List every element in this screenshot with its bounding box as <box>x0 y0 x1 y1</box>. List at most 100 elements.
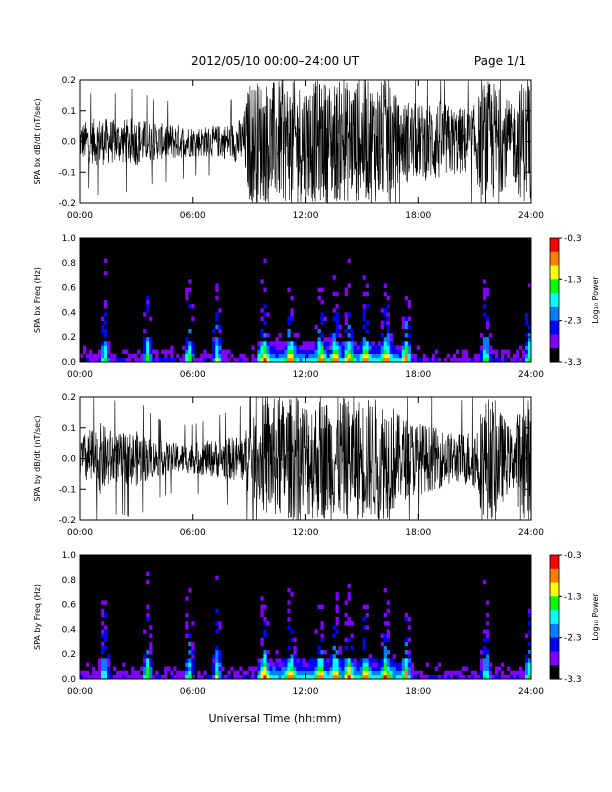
spectrogram-cell <box>386 637 390 643</box>
spectrogram-cell <box>464 349 469 355</box>
spectrogram-cell <box>359 341 363 346</box>
spectrogram-cell <box>410 662 415 667</box>
spectrogram-cell <box>191 316 195 321</box>
spectrogram-cell <box>143 654 147 659</box>
spectrogram-cell <box>227 674 231 680</box>
spectrogram-cell <box>335 592 339 597</box>
spectrogram-cell <box>332 654 336 659</box>
spectrogram-cell <box>521 349 526 355</box>
spectrogram-cell <box>350 341 354 346</box>
spectrogram-cell <box>287 333 291 338</box>
spectrogram-cell <box>215 645 219 651</box>
spectrogram-cell <box>176 670 180 676</box>
spectrogram-cell <box>143 337 147 342</box>
spectrogram-cell <box>290 662 294 667</box>
spectrogram-cell <box>281 666 285 672</box>
spectrogram-cell <box>191 621 195 626</box>
spectrogram-cell <box>104 345 108 350</box>
spectrogram-cell <box>212 654 216 659</box>
spectrogram-cell <box>266 345 270 350</box>
spectrogram-cell <box>161 349 165 355</box>
spectrogram-cell <box>233 674 237 680</box>
spectrogram-cell <box>503 357 508 363</box>
spectrogram-cell <box>185 625 189 630</box>
spectrogram-cell <box>317 349 321 355</box>
spectrogram-cell <box>275 349 279 355</box>
spectrogram-cell <box>386 674 390 680</box>
spectrogram-cell <box>482 637 487 643</box>
spectrogram-cell <box>98 658 102 663</box>
y-tick-label: 0.2 <box>62 333 76 343</box>
spectrogram-cell <box>185 341 189 346</box>
x-tick-label: 06:00 <box>180 687 206 697</box>
spectrogram-cell <box>323 658 327 663</box>
spectrogram-cell <box>290 316 294 321</box>
spectrogram-cell <box>518 670 523 676</box>
spectrogram-cell <box>251 353 255 359</box>
spectrogram-cell <box>518 345 523 350</box>
spectrogram-cell <box>371 670 375 676</box>
y-tick-label: 1.0 <box>62 551 77 561</box>
spectrogram-cell <box>332 666 336 672</box>
spectrogram-cell <box>308 658 312 663</box>
spectrogram-cell <box>119 674 123 680</box>
spectrogram-cell <box>338 349 342 355</box>
spectrogram-cell <box>338 357 342 363</box>
spectrogram-cell <box>503 349 508 355</box>
spectrogram-cell <box>311 345 315 350</box>
spectrogram-cell <box>383 357 387 363</box>
spectrogram-cell <box>353 658 357 663</box>
spectrogram-cell <box>347 596 351 601</box>
spectrogram-cell <box>191 670 195 676</box>
spectrogram-cell <box>338 324 342 330</box>
spectrogram-cell <box>260 353 264 359</box>
spectrogram-cell <box>263 353 267 359</box>
spectrogram-cell <box>116 670 120 676</box>
spectrogram-cell <box>260 357 264 363</box>
spectrogram-cell <box>365 604 369 610</box>
spectrogram-cell <box>149 641 153 647</box>
spectrogram-cell <box>398 674 403 680</box>
y-axis-label: SPA bx dB/dt (nT/sec) <box>33 98 42 184</box>
spectrogram-cell <box>236 670 240 676</box>
spectrogram-cell <box>518 674 523 680</box>
spectrogram-cell <box>212 328 216 334</box>
spectrogram-cell <box>527 612 532 618</box>
colorbar-tick-label: -1.3 <box>564 592 582 602</box>
spectrogram-cell <box>146 662 150 667</box>
spectrogram-cell <box>377 341 381 346</box>
spectrogram-cell <box>335 650 339 655</box>
spectrogram-cell <box>170 670 174 676</box>
spectrogram-cell <box>254 666 258 672</box>
spectrogram-cell <box>242 670 246 676</box>
spectrogram-cell <box>341 658 345 663</box>
spectrogram-cell <box>347 621 351 626</box>
spectrogram-cell <box>80 670 84 676</box>
spectrogram-cell <box>485 612 490 618</box>
spectrogram-cell <box>359 349 363 355</box>
spectrogram-cell <box>377 670 381 676</box>
spectrogram-cell <box>251 674 255 680</box>
spectrogram-cell <box>260 279 264 284</box>
spectrogram-cell <box>488 353 493 359</box>
spectrogram-cell <box>380 674 384 680</box>
spectrogram-cell <box>263 674 267 680</box>
spectrogram-cell <box>179 674 183 680</box>
spectrogram-cell <box>494 353 499 359</box>
spectrogram-cell <box>86 670 90 676</box>
spectrogram-cell <box>104 353 108 359</box>
spectrogram-cell <box>389 345 393 350</box>
spectrogram-cell <box>224 349 228 355</box>
spectrogram-cell <box>338 650 342 655</box>
spectrogram-cell <box>146 349 150 355</box>
spectrogram-cell <box>272 353 276 359</box>
spectrogram-cell <box>185 666 189 672</box>
spectrogram-cell <box>335 674 339 680</box>
colorbar-swatch <box>550 279 559 294</box>
spectrogram-cell <box>320 625 324 630</box>
spectrogram-cell <box>389 337 393 342</box>
spectrogram-cell <box>101 357 105 363</box>
spectrogram-cell <box>269 674 273 680</box>
spectrogram-cell <box>236 674 240 680</box>
spectrogram-cell <box>320 621 324 626</box>
